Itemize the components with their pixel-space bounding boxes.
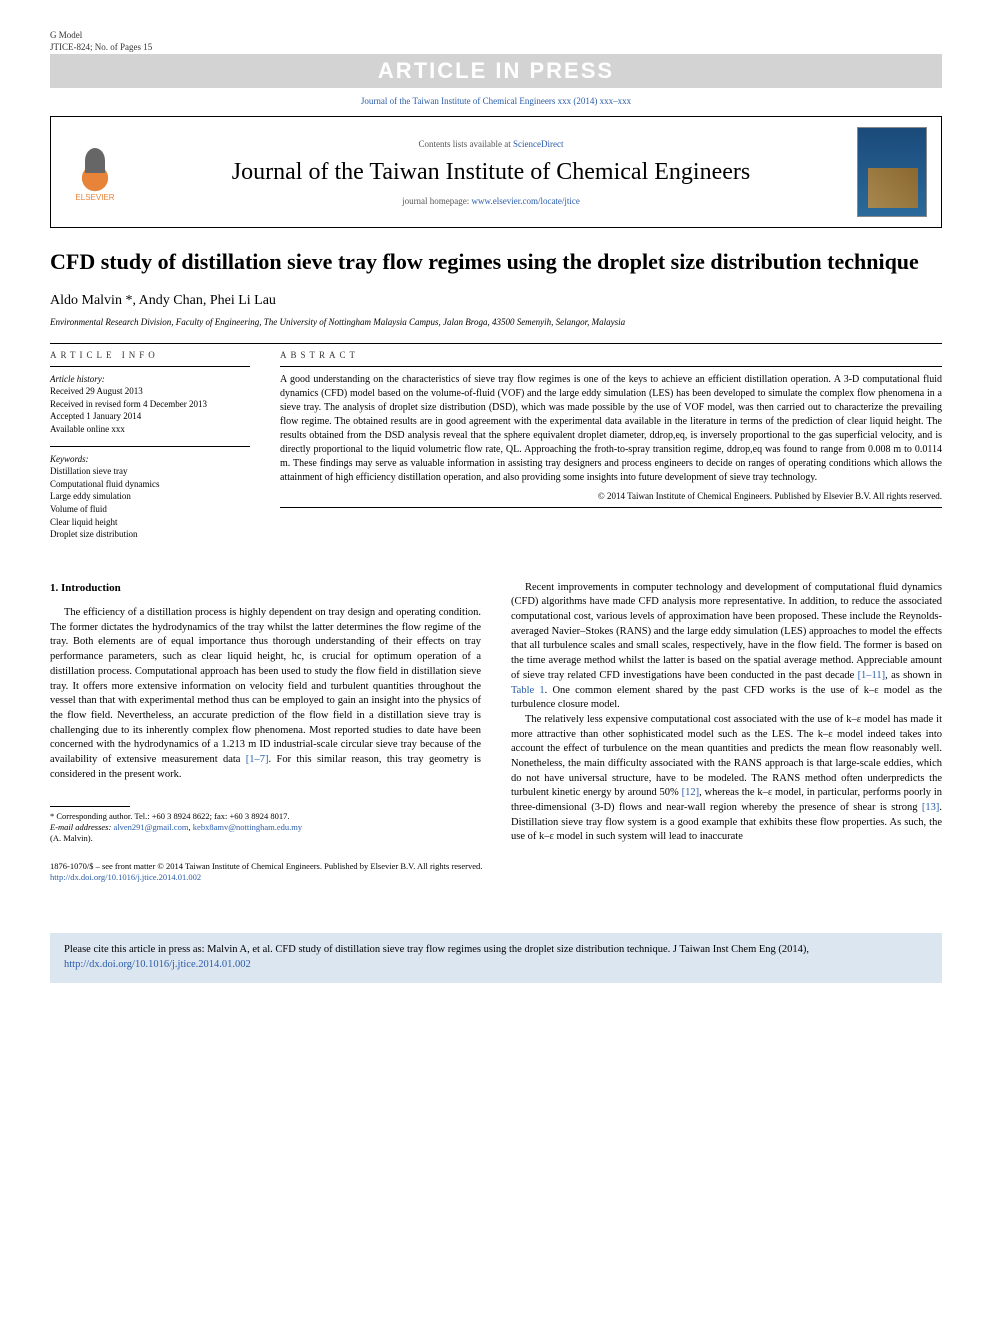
cite-text: Please cite this article in press as: Ma… [64,944,809,955]
article-info-header: ARTICLE INFO [50,350,250,360]
history-item: Accepted 1 January 2014 [50,410,250,423]
doi-link[interactable]: http://dx.doi.org/10.1016/j.jtice.2014.0… [50,872,201,882]
email-link-2[interactable]: kebx8amv@nottingham.edu.my [193,822,302,832]
g-model-line2: JTICE-824; No. of Pages 15 [50,42,942,52]
divider [280,507,942,508]
divider [50,366,250,367]
keywords-block: Keywords: Distillation sieve tray Comput… [50,453,250,541]
info-abstract-row: ARTICLE INFO Article history: Received 2… [50,350,942,551]
bottom-issn-line: 1876-1070/$ – see front matter © 2014 Ta… [50,861,942,883]
elsevier-logo: ELSEVIER [65,137,125,207]
elsevier-tree-icon [70,143,120,193]
journal-header-box: ELSEVIER Contents lists available at Sci… [50,116,942,228]
table-link[interactable]: Table 1 [511,685,545,696]
article-info-col: ARTICLE INFO Article history: Received 2… [50,350,250,551]
abstract-header: ABSTRACT [280,350,942,360]
divider [280,366,942,367]
journal-name: Journal of the Taiwan Institute of Chemi… [125,159,857,186]
journal-cover-thumbnail [857,127,927,217]
authors-line: Aldo Malvin *, Andy Chan, Phei Li Lau [50,293,942,309]
right-para-2: The relatively less expensive computatio… [511,713,942,845]
press-banner: ARTICLE IN PRESS [50,54,942,88]
left-column: 1. Introduction The efficiency of a dist… [50,581,481,845]
issn-text: 1876-1070/$ – see front matter © 2014 Ta… [50,861,942,872]
divider [50,343,942,344]
homepage-link[interactable]: www.elsevier.com/locate/jtice [472,196,580,206]
keyword: Computational fluid dynamics [50,478,250,491]
contents-prefix: Contents lists available at [419,139,513,149]
divider [50,446,250,447]
ref-link[interactable]: [1–11] [858,670,886,681]
citation-top: Journal of the Taiwan Institute of Chemi… [50,96,942,106]
corr-author-line: * Corresponding author. Tel.: +60 3 8924… [50,811,481,822]
abstract-copyright: © 2014 Taiwan Institute of Chemical Engi… [280,491,942,501]
keyword: Clear liquid height [50,516,250,529]
g-model-line1: G Model [50,30,942,40]
section-1-heading: 1. Introduction [50,581,481,596]
para-text: , as shown in [885,670,942,681]
right-para-1: Recent improvements in computer technolo… [511,581,942,713]
footnote-separator [50,806,130,807]
keyword: Large eddy simulation [50,490,250,503]
intro-para-1: The efficiency of a distillation process… [50,606,481,782]
abstract-col: ABSTRACT A good understanding on the cha… [280,350,942,551]
history-item: Available online xxx [50,423,250,436]
email-line: E-mail addresses: alven291@gmail.com, ke… [50,822,481,833]
article-title: CFD study of distillation sieve tray flo… [50,248,942,277]
keyword: Volume of fluid [50,503,250,516]
email-link-1[interactable]: alven291@gmail.com [113,822,188,832]
cite-doi-link[interactable]: http://dx.doi.org/10.1016/j.jtice.2014.0… [64,959,251,970]
history-block: Article history: Received 29 August 2013… [50,373,250,436]
cite-box: Please cite this article in press as: Ma… [50,933,942,982]
email-label: E-mail addresses: [50,822,113,832]
keyword: Distillation sieve tray [50,465,250,478]
history-item: Received 29 August 2013 [50,385,250,398]
header-center: Contents lists available at ScienceDirec… [125,139,857,206]
para-text: The relatively less expensive computatio… [511,714,942,798]
history-label: Article history: [50,373,250,386]
para-text: The efficiency of a distillation process… [50,607,481,765]
sciencedirect-link[interactable]: ScienceDirect [513,139,563,149]
homepage-line: journal homepage: www.elsevier.com/locat… [125,196,857,206]
abstract-text: A good understanding on the characterist… [280,373,942,485]
affiliation: Environmental Research Division, Faculty… [50,317,942,327]
keywords-label: Keywords: [50,453,250,466]
contents-available: Contents lists available at ScienceDirec… [125,139,857,149]
author-paren: (A. Malvin). [50,833,481,844]
homepage-prefix: journal homepage: [402,196,471,206]
keyword: Droplet size distribution [50,528,250,541]
para-text: Recent improvements in computer technolo… [511,582,942,681]
history-item: Received in revised form 4 December 2013 [50,398,250,411]
corresponding-footnote: * Corresponding author. Tel.: +60 3 8924… [50,811,481,844]
ref-link[interactable]: [13] [922,802,940,813]
ref-link[interactable]: [1–7] [246,754,269,765]
ref-link[interactable]: [12] [682,787,700,798]
right-column: Recent improvements in computer technolo… [511,581,942,845]
para-text: . One common element shared by the past … [511,685,942,711]
elsevier-label: ELSEVIER [75,193,114,202]
body-columns: 1. Introduction The efficiency of a dist… [50,581,942,845]
